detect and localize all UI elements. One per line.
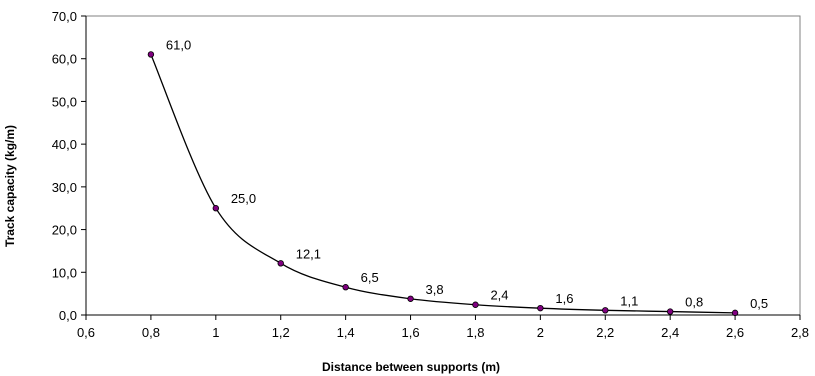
data-point	[407, 295, 414, 302]
x-tick-label: 2,8	[791, 325, 809, 340]
data-label: 6,5	[361, 270, 379, 285]
x-tick-label: 1,2	[272, 325, 290, 340]
data-point	[277, 260, 284, 267]
x-tick-label: 1	[212, 325, 219, 340]
x-tick-label: 2	[537, 325, 544, 340]
y-tick-label: 40,0	[52, 137, 77, 152]
y-tick-label: 70,0	[52, 9, 77, 24]
x-tick-label: 1,8	[466, 325, 484, 340]
data-label: 12,1	[296, 246, 321, 261]
y-tick-label: 10,0	[52, 265, 77, 280]
x-tick-label: 1,4	[337, 325, 355, 340]
series-line-group: 61,0 25,0 12,1 6,5 3,8 2,4 1,6 1,1 0,8 0,5	[147, 37, 768, 317]
data-label: 0,8	[685, 295, 703, 310]
x-tick-label: 0,8	[142, 325, 160, 340]
x-tick-label: 2,6	[726, 325, 744, 340]
x-tick-label: 2,4	[661, 325, 679, 340]
y-tick-label: 30,0	[52, 180, 77, 195]
data-label: 0,5	[750, 296, 768, 311]
data-label: 61,0	[166, 37, 191, 52]
data-point	[212, 205, 220, 212]
x-axis-title: Distance between supports (m)	[322, 360, 500, 374]
y-tick-label: 20,0	[52, 223, 77, 238]
x-tick-label: 0,6	[77, 325, 95, 340]
y-axis-title: Track capacity (kg/m)	[3, 125, 17, 247]
data-point	[602, 307, 609, 314]
data-label: 3,8	[426, 282, 444, 297]
axes: 0,6 0,8 1 1,2 1,4 1,6 1,8 2 2,2 2,4 2,6 2,8 0,0 10,0 2…	[52, 9, 809, 340]
plot-area	[85, 15, 801, 316]
y-tick-label: 0,0	[59, 308, 77, 323]
data-point	[147, 51, 155, 58]
x-tick-label: 1,6	[402, 325, 420, 340]
y-tick-label: 50,0	[52, 94, 77, 109]
x-tick-label: 2,2	[596, 325, 614, 340]
data-label: 25,0	[231, 191, 256, 206]
plot-frame	[85, 15, 801, 316]
data-point	[731, 309, 739, 317]
series-line	[150, 54, 736, 314]
data-point	[666, 308, 674, 315]
data-point	[342, 284, 349, 291]
data-point	[537, 304, 544, 312]
data-label: 1,1	[620, 293, 638, 308]
y-tick-label: 60,0	[52, 52, 77, 67]
data-label: 1,6	[555, 291, 573, 306]
data-label: 2,4	[490, 288, 508, 303]
data-point	[472, 301, 479, 308]
